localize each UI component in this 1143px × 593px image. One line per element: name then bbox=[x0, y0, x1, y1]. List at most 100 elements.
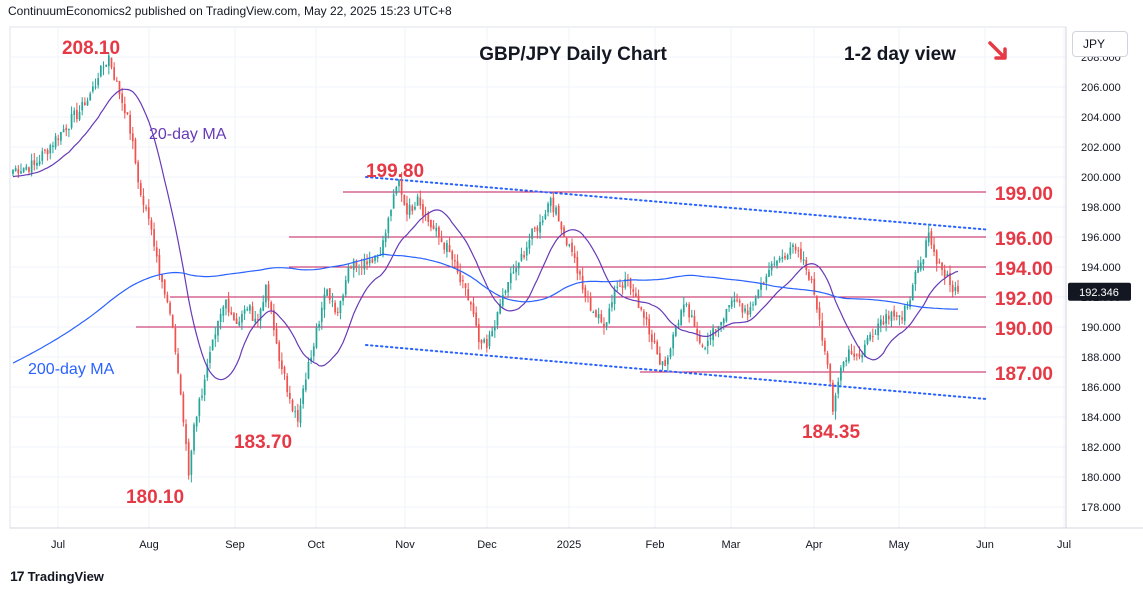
candle-body bbox=[384, 233, 387, 242]
candle-body bbox=[291, 399, 294, 412]
candle-body bbox=[552, 197, 555, 213]
candle-body bbox=[869, 334, 872, 340]
candle-body bbox=[187, 441, 190, 476]
candle-body bbox=[850, 351, 853, 354]
chart-title: GBP/JPY Daily Chart bbox=[479, 44, 667, 65]
candle-body bbox=[677, 323, 680, 326]
candle-body bbox=[259, 308, 262, 321]
candle-body bbox=[584, 287, 587, 297]
candle-body bbox=[233, 313, 235, 320]
y-tick-label: 188.000 bbox=[1081, 352, 1121, 364]
currency-selector[interactable]: JPY bbox=[1072, 31, 1128, 57]
candle-body bbox=[943, 269, 946, 278]
y-tick-label: 194.000 bbox=[1081, 262, 1121, 274]
candle-body bbox=[597, 314, 600, 319]
candle-body bbox=[746, 310, 749, 315]
candle-body bbox=[672, 334, 675, 349]
candle-body bbox=[725, 309, 728, 321]
level-label: 194.00 bbox=[995, 259, 1053, 280]
candle-body bbox=[658, 353, 661, 365]
candle-body bbox=[352, 260, 355, 270]
candle-body bbox=[430, 219, 432, 228]
candle-body bbox=[832, 382, 834, 412]
candle-body bbox=[808, 271, 810, 280]
candle-body bbox=[858, 353, 861, 357]
candle-body bbox=[134, 139, 137, 163]
chart-subtitle: 1-2 day view bbox=[844, 44, 956, 65]
candle-body bbox=[619, 285, 621, 287]
candle-body bbox=[102, 67, 105, 69]
candle-body bbox=[243, 309, 246, 314]
candle-body bbox=[733, 299, 736, 302]
candle-body bbox=[222, 306, 225, 316]
candle-body bbox=[539, 222, 541, 233]
candle-body bbox=[342, 295, 344, 301]
candle-body bbox=[17, 169, 20, 174]
y-tick-label: 190.000 bbox=[1081, 322, 1121, 334]
candle-body bbox=[60, 132, 62, 141]
candle-body bbox=[890, 312, 893, 322]
candle-body bbox=[265, 285, 267, 303]
candle-body bbox=[919, 262, 922, 270]
candle-body bbox=[246, 309, 249, 311]
price-annotation: 208.10 bbox=[62, 38, 120, 59]
published-caption: ContinuumEconomics2 published on Trading… bbox=[8, 4, 452, 18]
candle-body bbox=[416, 196, 419, 206]
candle-body bbox=[28, 167, 30, 172]
candle-body bbox=[946, 273, 949, 277]
candle-body bbox=[155, 247, 158, 257]
candle-body bbox=[97, 78, 100, 86]
candle-body bbox=[579, 271, 581, 275]
candle-body bbox=[294, 411, 297, 413]
candle-body bbox=[185, 424, 187, 444]
candle-body bbox=[922, 259, 925, 265]
candle-body bbox=[682, 304, 685, 313]
candle-body bbox=[440, 238, 443, 242]
candle-body bbox=[171, 315, 174, 327]
candle-body bbox=[99, 65, 102, 77]
candle-body bbox=[797, 250, 800, 252]
candle-body bbox=[411, 206, 414, 212]
level-label: 199.00 bbox=[995, 184, 1053, 205]
candle-body bbox=[709, 337, 712, 340]
candle-body bbox=[462, 279, 464, 282]
candle-body bbox=[89, 93, 92, 101]
candle-body bbox=[515, 268, 517, 273]
candle-body bbox=[600, 314, 603, 323]
candle-body bbox=[472, 303, 475, 315]
candle-body bbox=[555, 207, 557, 215]
candle-body bbox=[105, 64, 108, 67]
candle-body bbox=[826, 353, 829, 365]
brand-name: TradingView bbox=[27, 568, 104, 584]
candle-body bbox=[177, 353, 179, 373]
candle-body bbox=[94, 86, 97, 88]
candle-body bbox=[757, 289, 760, 299]
candle-body bbox=[203, 379, 206, 396]
candle-body bbox=[613, 289, 616, 305]
candle-body bbox=[501, 294, 504, 306]
candle-body bbox=[730, 300, 733, 307]
candle-body bbox=[25, 166, 28, 170]
candle-body bbox=[698, 334, 701, 344]
candle-body bbox=[44, 149, 46, 151]
candle-body bbox=[288, 392, 291, 399]
candle-body bbox=[107, 55, 110, 67]
candle-body bbox=[446, 242, 448, 252]
candle-body bbox=[123, 103, 126, 114]
candle-body bbox=[653, 340, 656, 343]
x-tick-label: Mar bbox=[722, 539, 741, 551]
candle-body bbox=[581, 275, 584, 290]
candle-body bbox=[339, 300, 342, 313]
candle-body bbox=[251, 306, 254, 321]
x-tick-label: Sep bbox=[225, 539, 245, 551]
candle-body bbox=[238, 321, 241, 326]
candle-body bbox=[206, 364, 209, 378]
candle-body bbox=[219, 313, 222, 323]
candle-body bbox=[230, 312, 233, 315]
trendline-upper-channel bbox=[365, 176, 987, 231]
candle-body bbox=[30, 160, 33, 173]
candle-body bbox=[355, 260, 358, 269]
candle-body bbox=[113, 67, 116, 80]
candle-body bbox=[438, 227, 440, 237]
